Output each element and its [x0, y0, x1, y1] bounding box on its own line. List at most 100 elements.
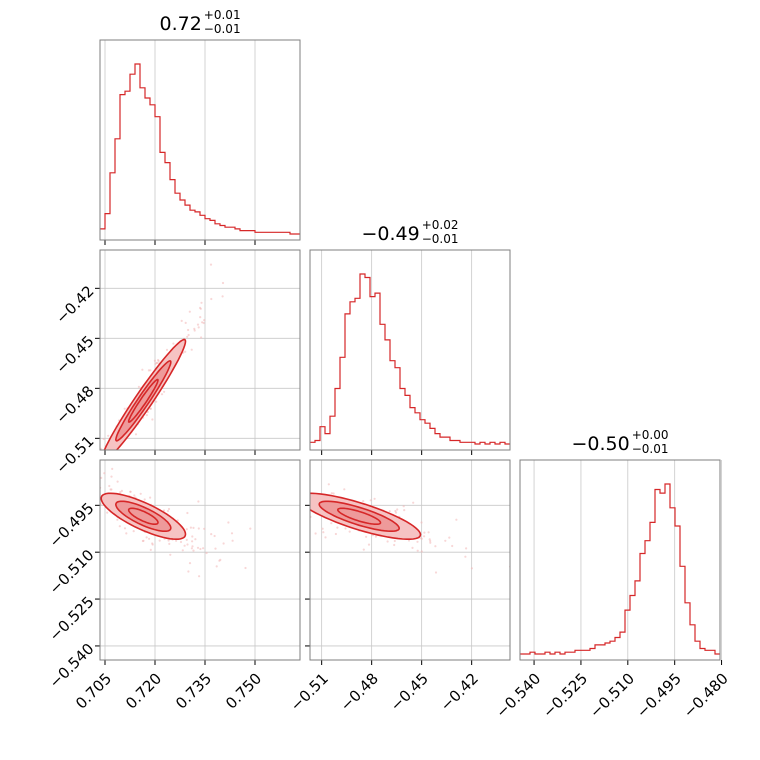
scatter-point	[403, 509, 406, 512]
scatter-point	[332, 492, 335, 495]
scatter-point	[153, 359, 156, 362]
panel-content	[310, 273, 510, 445]
scatter-point	[258, 486, 260, 488]
contour-line-outer	[103, 338, 187, 450]
contour-line-outer	[310, 492, 422, 540]
scatter-point	[91, 491, 93, 493]
scatter-point	[134, 433, 138, 436]
scatter-point	[142, 539, 145, 542]
scatter-point	[362, 548, 365, 551]
scatter-point	[287, 482, 289, 484]
scatter-point	[200, 336, 203, 339]
scatter-point	[61, 494, 63, 496]
scatter-point	[79, 482, 81, 484]
scatter-point	[181, 549, 184, 552]
scatter-point	[455, 518, 458, 521]
scatter-point	[74, 473, 76, 475]
scatter-point	[141, 368, 144, 371]
scatter-point	[191, 540, 194, 543]
scatter-point	[295, 495, 297, 497]
scatter-point	[210, 297, 213, 301]
scatter-point	[90, 459, 92, 461]
scatter-point	[78, 491, 80, 493]
scatter-point	[149, 548, 152, 552]
scatter-point	[396, 508, 399, 511]
scatter-point	[285, 495, 287, 497]
scatter-point	[470, 567, 473, 570]
scatter-point	[149, 496, 152, 499]
scatter-point	[106, 482, 108, 484]
scatter-point	[77, 479, 79, 481]
scatter-point	[427, 531, 430, 534]
contour-line-inner	[127, 507, 159, 525]
xtick-label-param-1: −0.48	[337, 670, 382, 715]
scatter-point	[87, 492, 89, 494]
scatter-point	[244, 566, 247, 570]
scatter-point	[324, 536, 327, 539]
scatter-point	[187, 333, 190, 337]
panel-frame	[309, 459, 511, 661]
scatter-point	[327, 483, 330, 486]
scatter-point	[189, 526, 192, 529]
scatter-point	[187, 570, 190, 573]
scatter-point	[386, 540, 389, 543]
scatter-point	[145, 536, 148, 539]
scatter-point	[172, 342, 175, 345]
panel-2-0	[50, 459, 301, 665]
scatter-point	[70, 491, 72, 493]
scatter-point	[184, 321, 187, 324]
scatter-point	[221, 281, 225, 285]
panel-content	[184, 445, 510, 574]
scatter-point	[191, 545, 194, 548]
scatter-point	[89, 475, 91, 477]
ytick-label-param-2: −0.510	[46, 546, 98, 598]
scatter-point	[348, 530, 351, 533]
scatter-point	[278, 482, 280, 484]
scatter-point	[336, 526, 339, 529]
contour-line-inner	[127, 378, 159, 423]
scatter-point	[188, 562, 192, 565]
xtick-label-param-0: 0.705	[72, 670, 115, 713]
scatter-point	[420, 521, 423, 524]
scatter-point	[41, 545, 43, 547]
scatter-point	[192, 549, 195, 552]
scatter-point	[167, 539, 170, 542]
scatter-point	[71, 496, 73, 498]
scatter-point	[199, 316, 202, 319]
scatter-point	[165, 348, 169, 351]
scatter-point	[82, 477, 84, 479]
ytick-label-param-1: −0.48	[52, 382, 97, 427]
scatter-point	[111, 467, 114, 470]
scatter-point	[118, 525, 121, 528]
scatter-point	[287, 507, 289, 509]
contour-line-mid	[318, 500, 401, 532]
scatter-point	[149, 369, 152, 372]
scatter-point	[160, 393, 164, 396]
scatter-point	[295, 470, 297, 472]
scatter-point	[230, 532, 234, 535]
scatter-point	[191, 535, 194, 538]
scatter-point	[89, 475, 91, 477]
scatter-point	[374, 535, 377, 538]
scatter-point	[429, 541, 432, 544]
scatter-point	[163, 390, 166, 393]
scatter-point	[393, 539, 396, 543]
scatter-point	[330, 522, 333, 525]
scatter-point	[116, 518, 119, 521]
scatter-point	[107, 456, 109, 458]
scatter-point	[365, 535, 368, 538]
scatter-point	[196, 323, 200, 326]
scatter-point	[188, 310, 191, 313]
scatter-point	[98, 513, 100, 515]
xtick-label-param-0: 0.735	[172, 670, 215, 713]
scatter-point	[139, 492, 142, 495]
scatter-point	[272, 494, 274, 496]
panel-frame	[99, 459, 301, 661]
title-minus-error: −0.01	[632, 442, 669, 456]
scatter-point	[50, 469, 52, 471]
scatter-point	[213, 534, 216, 538]
scatter-point	[184, 445, 186, 447]
scatter-point	[145, 414, 148, 417]
scatter-point	[402, 505, 405, 508]
scatter-point	[344, 527, 347, 530]
